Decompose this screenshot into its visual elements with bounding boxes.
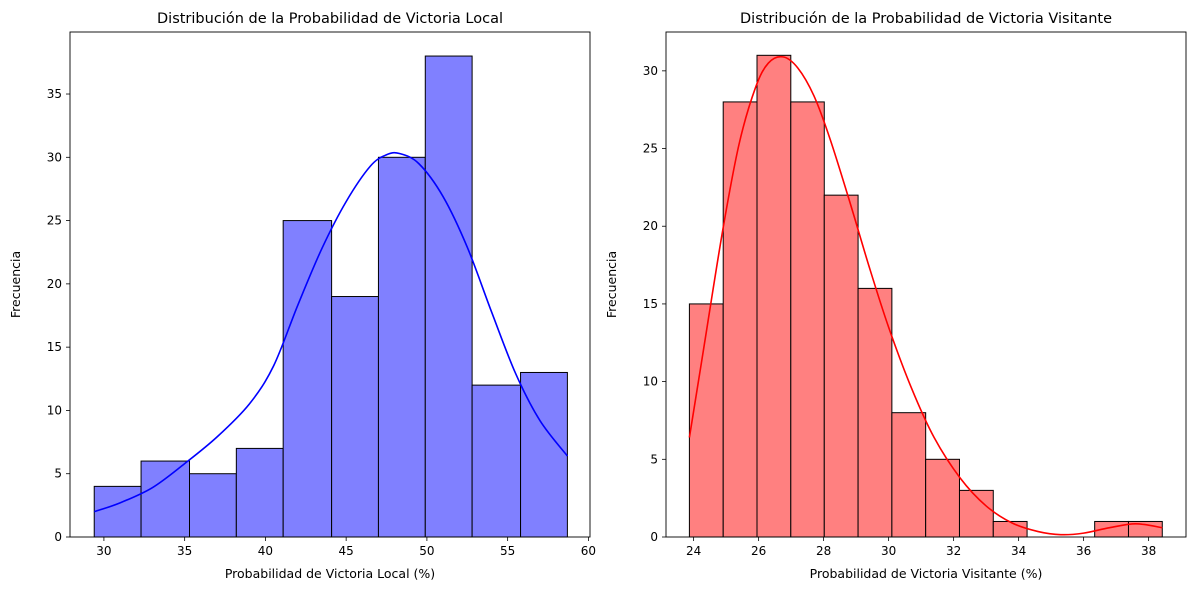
visitante-kde-line bbox=[688, 55, 1163, 536]
local-y-tick-label: 35 bbox=[47, 87, 62, 101]
visitante-axes-frame bbox=[665, 31, 1187, 538]
local-y-tick-label: 10 bbox=[47, 403, 62, 417]
local-y-tick-label: 15 bbox=[47, 340, 62, 354]
visitante-bar bbox=[722, 101, 758, 538]
local-x-tick-label: 60 bbox=[581, 544, 596, 558]
local-x-axis-label: Probabilidad de Victoria Local (%) bbox=[225, 566, 435, 581]
local-bar bbox=[140, 460, 191, 538]
visitante-x-axis-label: Probabilidad de Victoria Visitante (%) bbox=[810, 566, 1043, 581]
visitante-x-tick-label: 36 bbox=[1076, 544, 1091, 558]
visitante-x-tick-label: 28 bbox=[816, 544, 831, 558]
local-x-tick-label: 40 bbox=[258, 544, 273, 558]
visitante-y-tick-label: 5 bbox=[650, 452, 658, 466]
local-bar bbox=[377, 156, 426, 538]
local-y-axis-label: Frecuencia bbox=[8, 251, 23, 318]
local-y-tick-label: 25 bbox=[47, 214, 62, 228]
visitante-y-tick-label: 15 bbox=[643, 297, 658, 311]
local-title: Distribución de la Probabilidad de Victo… bbox=[157, 11, 503, 27]
visitante-y-tick-label: 30 bbox=[643, 64, 658, 78]
visitante-bar bbox=[925, 458, 960, 538]
visitante-y-axis-label: Frecuencia bbox=[604, 251, 619, 318]
visitante-x-tick-label: 34 bbox=[1011, 544, 1026, 558]
chart-visitante: 24 26 28 30 32 34 36 38 0 5 10 15 20 25 30 Distribución… bbox=[604, 11, 1187, 581]
local-bar bbox=[471, 384, 522, 538]
local-bar bbox=[424, 55, 473, 538]
visitante-bar bbox=[857, 287, 893, 538]
local-bar bbox=[93, 485, 142, 538]
local-kde-line bbox=[93, 151, 569, 513]
chart-local: 30 35 40 45 50 55 60 0 5 10 15 20 25 30 35 Distribución… bbox=[8, 11, 596, 581]
visitante-x-tick-label: 32 bbox=[946, 544, 961, 558]
local-axes-frame bbox=[69, 31, 591, 538]
visitante-y-tick-label: 0 bbox=[650, 530, 658, 544]
visitante-bar bbox=[992, 520, 1028, 538]
visitante-y-tick-label: 10 bbox=[643, 375, 658, 389]
visitante-bar bbox=[756, 54, 792, 538]
local-y-tick-label: 20 bbox=[47, 277, 62, 291]
visitante-bar bbox=[790, 101, 825, 538]
local-x-tick-label: 55 bbox=[500, 544, 515, 558]
visitante-title: Distribución de la Probabilidad de Victo… bbox=[740, 11, 1112, 27]
local-y-tick-label: 0 bbox=[54, 530, 62, 544]
local-bar bbox=[235, 447, 284, 538]
local-bar bbox=[282, 220, 333, 538]
visitante-bar bbox=[823, 194, 859, 538]
local-y-tick-label: 5 bbox=[54, 467, 62, 481]
local-bar bbox=[331, 296, 379, 538]
visitante-bar bbox=[688, 303, 724, 538]
visitante-bar bbox=[891, 412, 927, 538]
visitante-x-tick-label: 30 bbox=[881, 544, 896, 558]
local-x-tick-label: 50 bbox=[419, 544, 434, 558]
local-bar bbox=[189, 473, 237, 538]
visitante-y-tick-label: 20 bbox=[643, 219, 658, 233]
local-x-tick-label: 45 bbox=[339, 544, 354, 558]
visitante-x-tick-label: 26 bbox=[751, 544, 766, 558]
local-y-tick-label: 30 bbox=[47, 150, 62, 164]
visitante-x-tick-label: 38 bbox=[1141, 544, 1156, 558]
visitante-y-tick-label: 25 bbox=[643, 142, 658, 156]
local-x-tick-label: 35 bbox=[177, 544, 192, 558]
local-x-tick-label: 30 bbox=[96, 544, 111, 558]
visitante-x-tick-label: 24 bbox=[686, 544, 701, 558]
